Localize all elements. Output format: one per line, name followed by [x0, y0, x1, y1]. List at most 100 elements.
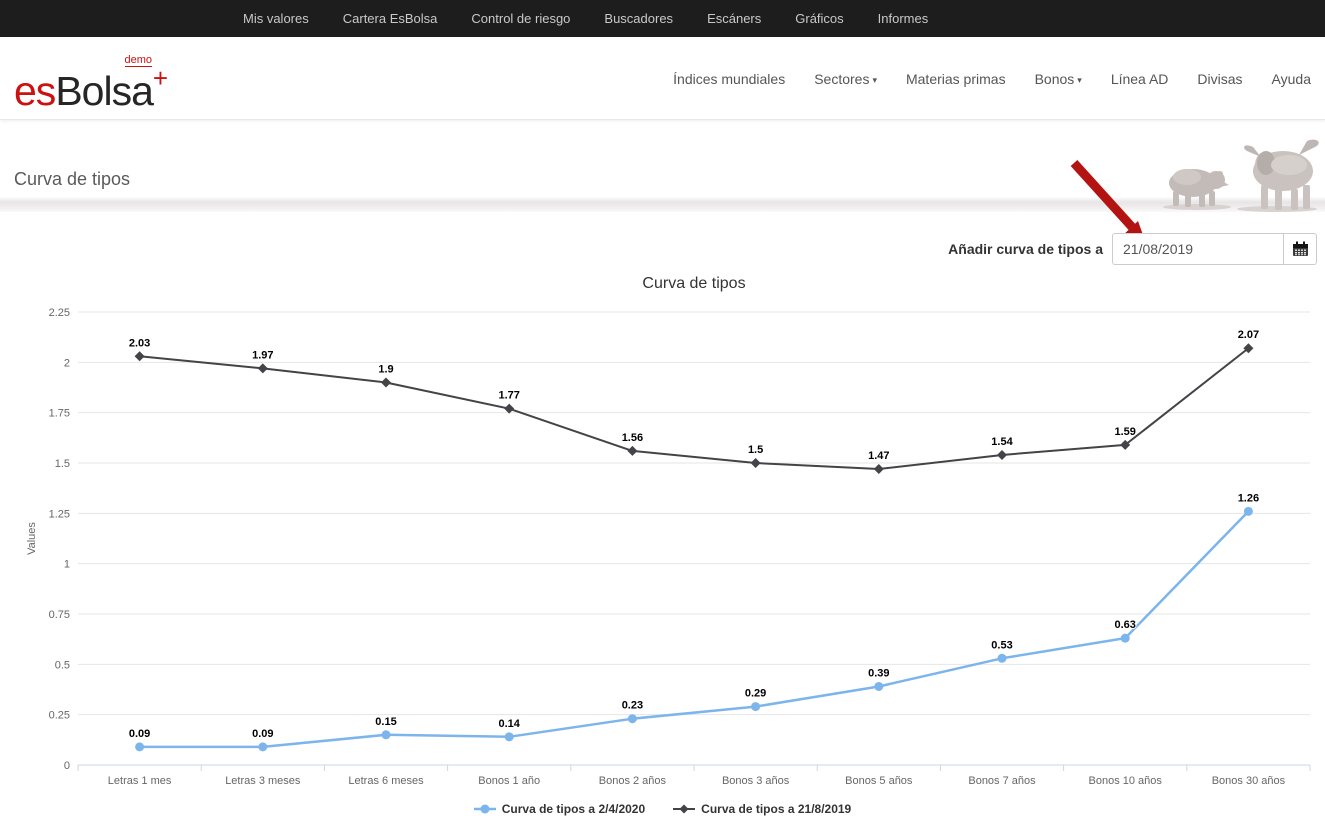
x-axis-label: Letras 1 mes — [108, 775, 172, 787]
yield-curve-chart: Curva de tipos 0 0.25 0.5 0.75 1 1.25 1.5 1.75 2 2… — [0, 270, 1325, 795]
x-axis-label: Letras 3 meses — [225, 775, 301, 787]
data-label: 0.23 — [622, 700, 643, 712]
data-label: 1.54 — [991, 436, 1013, 448]
secondary-navigation: Índices mundiales Sectores ▾ Materias pri… — [673, 37, 1311, 120]
subnav-label: Ayuda — [1271, 70, 1311, 87]
site-header: esBolsa+ demo Índices mundiales Sectores… — [0, 37, 1325, 120]
data-label: 0.53 — [991, 639, 1012, 651]
data-label: 0.15 — [375, 716, 396, 728]
topnav-item-cartera-esbolsa[interactable]: Cartera EsBolsa — [342, 11, 438, 26]
data-point[interactable] — [257, 363, 268, 374]
subnav-item-linea-ad[interactable]: Línea AD — [1111, 71, 1169, 87]
calendar-button[interactable] — [1283, 233, 1317, 265]
date-input[interactable] — [1112, 233, 1283, 265]
y-axis-tick-label: 2.25 — [49, 307, 70, 319]
data-label: 1.9 — [378, 363, 393, 375]
legend-item-2019[interactable]: Curva de tipos a 21/8/2019 — [673, 802, 851, 816]
esbolsa-logo[interactable]: esBolsa+ demo — [14, 54, 169, 115]
legend-label: Curva de tipos a 21/8/2019 — [701, 802, 852, 816]
legend-marker-circle-icon — [473, 804, 496, 814]
subnav-item-divisas[interactable]: Divisas — [1197, 71, 1242, 87]
data-label: 0.63 — [1114, 619, 1135, 631]
chevron-down-icon: ▾ — [872, 74, 877, 85]
data-point[interactable] — [1120, 439, 1131, 450]
data-point[interactable] — [874, 681, 884, 691]
data-label: 0.29 — [745, 688, 766, 700]
subnav-item-sectores[interactable]: Sectores ▾ — [814, 71, 877, 87]
date-input-group — [1112, 233, 1317, 265]
y-axis-tick-label: 1.75 — [49, 408, 70, 420]
data-label: 1.59 — [1114, 426, 1135, 438]
chart-canvas: Curva de tipos 0 0.25 0.5 0.75 1 1.25 1.5 1.75 2 2… — [26, 275, 1311, 787]
shelf-band-decoration — [0, 197, 1325, 212]
data-point[interactable] — [751, 702, 761, 712]
data-label: 0.14 — [498, 718, 520, 730]
topnav-item-control-de-riesgo[interactable]: Control de riesgo — [471, 11, 571, 26]
demo-badge: demo — [124, 54, 153, 67]
bear-and-bull-figurines-image — [1163, 139, 1319, 212]
data-label: 1.56 — [622, 432, 643, 444]
subnav-label: Índices mundiales — [673, 70, 786, 87]
data-point[interactable] — [1243, 506, 1253, 516]
x-axis-label: Bonos 3 años — [722, 775, 790, 787]
x-axis-label: Bonos 2 años — [599, 775, 667, 787]
topnav-item-buscadores[interactable]: Buscadores — [604, 11, 674, 26]
legend-label: Curva de tipos a 2/4/2020 — [501, 802, 646, 816]
data-label: 0.09 — [129, 728, 150, 740]
y-axis-tick-label: 0.25 — [49, 710, 70, 722]
data-point[interactable] — [997, 449, 1007, 460]
data-label: 1.77 — [498, 390, 519, 402]
logo-prefix: es — [14, 68, 56, 114]
subnav-label: Materias primas — [905, 70, 1006, 87]
x-axis-label: Bonos 30 años — [1212, 775, 1286, 787]
data-point[interactable] — [627, 445, 638, 456]
top-navigation: Mis valores Cartera EsBolsa Control de r… — [0, 0, 1325, 37]
x-axis-label: Letras 6 meses — [348, 775, 424, 787]
data-point[interactable] — [504, 732, 514, 742]
chart-title: Curva de tipos — [642, 275, 745, 292]
data-point[interactable] — [1243, 343, 1254, 354]
x-axis-label: Bonos 10 años — [1089, 775, 1163, 787]
data-label: 1.97 — [252, 349, 273, 361]
y-axis-tick-label: 1.25 — [49, 508, 70, 520]
subnav-label: Divisas — [1197, 70, 1243, 87]
data-point[interactable] — [134, 351, 145, 362]
bull-figurine — [1244, 139, 1319, 210]
data-point[interactable] — [997, 653, 1007, 663]
topnav-item-mis-valores[interactable]: Mis valores — [243, 11, 309, 26]
data-label: 1.5 — [748, 444, 763, 456]
data-point[interactable] — [381, 730, 391, 740]
data-point[interactable] — [1120, 633, 1130, 643]
subnav-label: Bonos — [1034, 70, 1075, 87]
data-label: 1.26 — [1238, 492, 1259, 504]
subnav-item-bonos[interactable]: Bonos ▾ — [1035, 71, 1082, 87]
y-axis-tick-label: 1 — [64, 559, 70, 571]
data-point[interactable] — [750, 458, 761, 468]
series-line — [139, 347, 1250, 471]
topnav-item-informes[interactable]: Informes — [877, 11, 929, 26]
subnav-item-materias-primas[interactable]: Materias primas — [906, 71, 1006, 87]
data-point[interactable] — [627, 714, 637, 724]
y-axis-tick-label: 0 — [64, 760, 70, 772]
x-axis-label: Bonos 1 año — [478, 775, 540, 787]
y-axis-tick-label: 0.75 — [49, 609, 70, 621]
y-axis-title: Values — [26, 522, 38, 555]
legend-item-2020[interactable]: Curva de tipos a 2/4/2020 — [473, 802, 646, 816]
chevron-down-icon: ▾ — [1077, 74, 1082, 85]
data-point[interactable] — [135, 742, 145, 752]
topnav-item-escaners[interactable]: Escáners — [707, 11, 762, 26]
legend-marker-diamond-icon — [673, 804, 696, 814]
add-curve-label: Añadir curva de tipos a — [948, 241, 1103, 257]
data-point[interactable] — [258, 742, 268, 752]
bear-figurine — [1169, 169, 1229, 207]
topnav-item-graficos[interactable]: Gráficos — [795, 11, 844, 26]
data-point[interactable] — [873, 464, 884, 475]
subnav-item-ayuda[interactable]: Ayuda — [1272, 71, 1311, 87]
data-point[interactable] — [381, 377, 391, 388]
page-title: Curva de tipos — [14, 169, 131, 189]
subnav-item-indices-mundiales[interactable]: Índices mundiales — [673, 71, 785, 87]
series-line — [139, 510, 1250, 749]
logo-plus: + — [152, 63, 169, 93]
data-point[interactable] — [504, 403, 515, 414]
data-label: 0.09 — [252, 728, 273, 740]
